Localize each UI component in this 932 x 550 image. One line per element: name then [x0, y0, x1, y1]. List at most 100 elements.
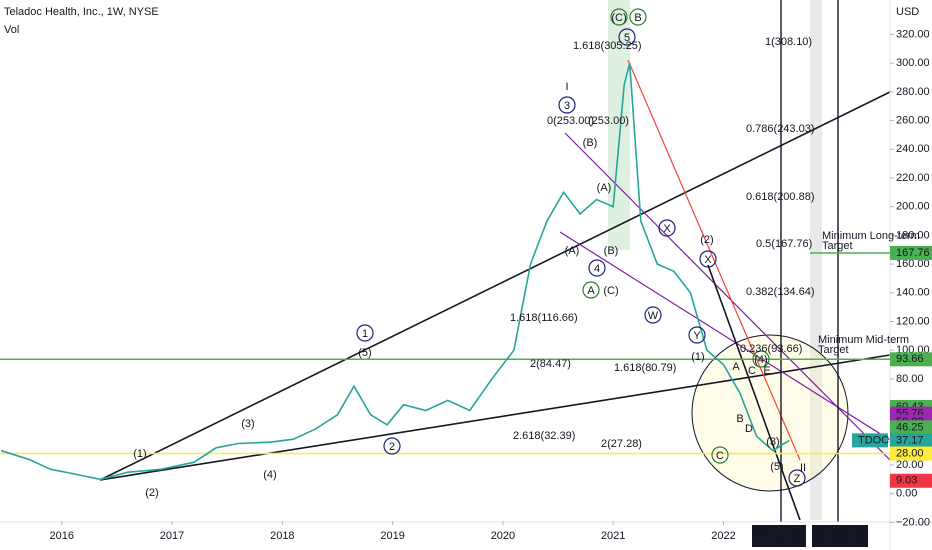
wave-circle	[788, 469, 806, 487]
wave-circle	[752, 350, 770, 368]
wave-label: (3)	[241, 418, 254, 430]
wave-circle	[711, 446, 729, 464]
wave-label: Y	[693, 330, 701, 342]
wave-circle	[688, 326, 706, 344]
wave-label: II	[800, 462, 806, 474]
wave-label: E	[763, 365, 770, 377]
y-tick-label: 320.00	[896, 28, 930, 40]
fib-label: 2(27.28)	[601, 438, 642, 450]
wave-label: B	[736, 413, 743, 425]
wave-circle	[558, 96, 576, 114]
fib-label: 2.618(32.39)	[513, 430, 575, 442]
fib-label: 1.618(80.79)	[614, 362, 676, 374]
y-tick-label: 160.00	[896, 258, 930, 270]
wave-label: A	[732, 361, 740, 373]
fib-label: 0.382(134.64)	[746, 286, 815, 298]
wave-label: Z	[794, 473, 801, 485]
fib-label: 0.236(93.66)	[740, 343, 802, 355]
highlight-zone	[608, 0, 630, 250]
ticker-tag-label: TDOC	[858, 434, 889, 446]
x-tick-label: 2019	[380, 530, 404, 542]
trend-line	[99, 91, 891, 481]
wave-circle	[644, 306, 662, 324]
trend-line	[707, 264, 801, 521]
fib-label: (253.00)	[588, 115, 629, 127]
ticker-tag	[852, 433, 888, 448]
wave-label: (4)	[263, 469, 276, 481]
wave-circle	[610, 8, 628, 26]
date-tag-label: 11 Jul '22	[756, 530, 802, 542]
price-tag	[890, 245, 932, 260]
x-tick-label: 2021	[601, 530, 625, 542]
y-tick-label: 260.00	[896, 114, 930, 126]
wave-label: (1)	[133, 448, 146, 460]
fib-label: Minimum Mid-term	[818, 334, 909, 346]
y-tick-label: 200.00	[896, 201, 930, 213]
fib-label: 0.786(243.03)	[746, 123, 815, 135]
wave-label: 5	[624, 32, 630, 44]
y-tick-label: 220.00	[896, 172, 930, 184]
wave-label: (A)	[597, 182, 612, 194]
wave-label: (B)	[583, 137, 598, 149]
trend-line	[627, 59, 801, 461]
price-tag	[890, 433, 932, 448]
fib-label: 1.618(116.66)	[510, 312, 578, 324]
fib-label: 1(308.10)	[765, 36, 812, 48]
date-tag	[752, 525, 806, 547]
wave-label: (3)	[766, 436, 779, 448]
fib-label: 0.5(167.76)	[756, 238, 812, 250]
price-tag-label: 167.76	[896, 247, 930, 259]
wave-circle	[588, 259, 606, 277]
wave-label: (A)	[565, 245, 580, 257]
fib-label: Target	[818, 344, 849, 356]
wave-label: X	[663, 223, 671, 235]
price-tag-label: 28.00	[896, 447, 924, 459]
wave-label: (C)	[611, 12, 626, 24]
wave-circle	[699, 250, 717, 268]
subtitle: Vol	[4, 24, 19, 36]
x-tick-label: 2016	[50, 530, 74, 542]
wave-label: W	[648, 310, 659, 322]
price-tag	[890, 352, 932, 367]
fib-label: 1.618(305.25)	[573, 40, 642, 52]
x-tick-label: 2017	[160, 530, 184, 542]
wave-label: (5)	[358, 347, 371, 359]
wave-label: (5)	[770, 461, 783, 473]
wave-circle	[658, 219, 676, 237]
wave-label: C	[716, 450, 724, 462]
wave-label: (2)	[145, 487, 158, 499]
fib-label: 0(253.00)	[547, 115, 594, 127]
price-tag-label: 46.25	[896, 421, 924, 433]
trend-line	[99, 354, 891, 481]
wave-circle	[356, 324, 374, 342]
wave-label: 2	[389, 441, 395, 453]
wave-label: (2)	[700, 234, 713, 246]
fib-label: 0.618(200.88)	[746, 191, 815, 203]
x-tick-label: 2018	[270, 530, 294, 542]
date-tag	[812, 525, 868, 547]
wave-label: 3	[564, 100, 570, 112]
wave-circle	[618, 28, 636, 46]
y-tick-label: −20.00	[896, 516, 930, 528]
y-tick-label: 280.00	[896, 86, 930, 98]
wave-label: B	[634, 12, 641, 24]
wave-label: X	[704, 254, 712, 266]
y-tick-label: 180.00	[896, 229, 930, 241]
wave-label: (C)	[603, 285, 618, 297]
y-axis-label: USD	[896, 6, 919, 18]
y-tick-label: 300.00	[896, 57, 930, 69]
wave-label: (B)	[604, 245, 619, 257]
y-tick-label: 120.00	[896, 315, 930, 327]
fib-label: 2(84.47)	[530, 358, 571, 370]
channel-line	[559, 231, 891, 441]
wave-label: 4	[594, 263, 600, 275]
price-tag	[890, 446, 932, 461]
price-tag	[890, 473, 932, 488]
wave-label: I	[565, 81, 568, 93]
price-tag	[890, 420, 932, 435]
y-tick-label: 140.00	[896, 287, 930, 299]
wave-label: D	[745, 423, 753, 435]
x-tick-label: 2020	[491, 530, 515, 542]
